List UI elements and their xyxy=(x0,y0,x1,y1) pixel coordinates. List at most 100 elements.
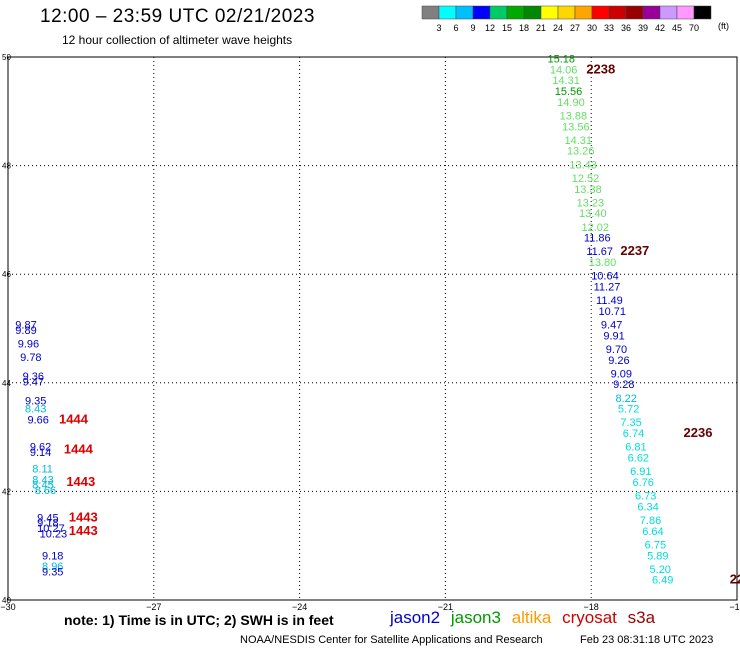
colorbar-tick-label: 18 xyxy=(519,23,529,33)
wave-height-label: 14.31 xyxy=(564,135,592,147)
colorbar-tick-label: 30 xyxy=(587,23,597,33)
satellite-legend: jason2 jason3 altika cryosat s3a xyxy=(390,608,661,628)
wave-height-label: 14.90 xyxy=(557,97,585,109)
wave-height-label: 9.47 xyxy=(601,320,622,332)
colorbar-swatch xyxy=(693,5,712,20)
wave-height-label: 9.89 xyxy=(15,325,36,337)
wave-height-label: 6.62 xyxy=(628,453,649,465)
wave-height-label: 5.72 xyxy=(618,404,639,416)
wave-height-label: 7.86 xyxy=(640,515,661,527)
wave-height-label: 13.40 xyxy=(579,208,607,220)
legend-altika: altika xyxy=(511,608,552,627)
x-tick-label: −27 xyxy=(146,602,161,612)
wave-height-label: 6.81 xyxy=(625,442,646,454)
pass-time-label: 1443 xyxy=(66,474,95,489)
wave-height-label: 6.91 xyxy=(630,466,651,478)
wave-height-label: 11.67 xyxy=(586,246,613,258)
wave-height-label: 8.11 xyxy=(32,463,53,475)
wave-height-label: 9.87 xyxy=(15,320,36,332)
legend-jason2: jason2 xyxy=(390,608,441,627)
wave-height-label: 8.43 xyxy=(32,474,53,486)
legend-s3a: s3a xyxy=(627,608,656,627)
colorbar-tick-label: 6 xyxy=(453,23,458,33)
colorbar-tick-label: 27 xyxy=(570,23,580,33)
pass-time-label: 1443 xyxy=(69,509,98,524)
pass-time-label: 22 xyxy=(730,572,740,587)
y-tick-label: 48 xyxy=(2,162,11,171)
colorbar-tick-label: 70 xyxy=(689,23,699,33)
wave-height-label: 6.49 xyxy=(652,575,673,587)
wave-height-label: 13.38 xyxy=(574,184,602,196)
wave-height-label: 12.52 xyxy=(572,173,600,185)
wave-height-label: 15.56 xyxy=(555,86,583,98)
colorbar-units: (ft) xyxy=(718,21,729,31)
wave-height-label: 13.56 xyxy=(562,121,590,133)
colorbar-tick-label: 45 xyxy=(672,23,682,33)
wave-height-label: 6.34 xyxy=(637,501,658,513)
wave-height-label: 9.91 xyxy=(603,330,624,342)
colorbar-tick-label: 15 xyxy=(502,23,512,33)
wave-height-label: 15.18 xyxy=(547,53,575,65)
pass-time-label: 2238 xyxy=(586,61,615,76)
plot-frame xyxy=(7,56,738,601)
x-tick-label: −15 xyxy=(729,602,740,612)
legend-cryosat: cryosat xyxy=(562,608,617,627)
wave-height-label: 13.88 xyxy=(560,110,588,122)
wave-height-label: 10.64 xyxy=(591,271,619,283)
footer-note: note: 1) Time is in UTC; 2) SWH is in fe… xyxy=(64,612,334,628)
wave-height-label: 6.64 xyxy=(642,526,663,538)
wave-height-label: 6.76 xyxy=(633,477,654,489)
wave-height-label: 10.27 xyxy=(37,523,65,535)
color-scale-bar: 3 6 9 12 15 18 21 24 27 30 33 36 39 42 45 70 xyxy=(421,5,712,33)
wave-height-label: 9.36 xyxy=(23,371,44,383)
x-tick-label: −24 xyxy=(292,602,307,612)
chart-subtitle: 12 hour collection of altimeter wave hei… xyxy=(62,33,293,47)
wave-height-label: 5.89 xyxy=(647,550,668,562)
wave-height-label: 9.35 xyxy=(25,396,46,408)
wave-height-label: 9.18 xyxy=(42,550,63,562)
y-tick-label: 44 xyxy=(2,379,11,388)
colorbar-tick-label: 33 xyxy=(604,23,614,33)
wave-height-label: 6.73 xyxy=(635,491,656,503)
wave-height-label: 7.35 xyxy=(620,417,641,429)
wave-height-label: 13.43 xyxy=(569,159,597,171)
wave-height-label: 6.75 xyxy=(645,539,666,551)
wave-height-label: 8.43 xyxy=(25,404,46,416)
colorbar-tick-label: 12 xyxy=(485,23,495,33)
wave-height-label: 12.02 xyxy=(581,222,609,234)
wave-height-label: 9.47 xyxy=(23,377,44,389)
pass-time-label: 1444 xyxy=(59,412,89,427)
pass-time-label: 2237 xyxy=(620,243,649,258)
wave-height-label: 9.62 xyxy=(30,442,51,454)
wave-height-label: 9.35 xyxy=(42,567,63,579)
wave-height-label: 11.49 xyxy=(596,295,623,307)
wave-height-label: 8.96 xyxy=(42,561,63,573)
x-tick-label: −21 xyxy=(438,602,453,612)
wave-height-label: 13.26 xyxy=(567,146,595,158)
wave-height-label: 9.45 xyxy=(37,512,58,524)
y-tick-label: 42 xyxy=(2,487,11,496)
wave-height-label: 9.66 xyxy=(27,415,48,427)
wave-height-label: 9.70 xyxy=(606,344,627,356)
wave-height-label: 9.78 xyxy=(20,352,41,364)
pass-time-label: 2236 xyxy=(684,425,713,440)
wave-height-label: 11.86 xyxy=(584,233,611,245)
wave-height-label: 9.26 xyxy=(608,355,629,367)
pass-time-label: 1443 xyxy=(69,523,98,538)
wave-height-label: 9.18 xyxy=(37,518,58,530)
wave-height-label: 8.45 xyxy=(32,480,53,492)
colorbar-tick-label: 21 xyxy=(536,23,546,33)
wave-height-label: 14.06 xyxy=(550,64,578,76)
wave-height-label: 14.31 xyxy=(552,75,580,87)
wave-height-label: 13.80 xyxy=(589,257,617,269)
wave-height-label: 9.96 xyxy=(18,339,39,351)
footer-credit: NOAA/NESDIS Center for Satellite Applica… xyxy=(240,634,543,646)
wave-height-label: 11.27 xyxy=(594,281,621,293)
wave-height-label: 10.71 xyxy=(598,306,626,318)
colorbar-tick-label: 36 xyxy=(621,23,631,33)
colorbar-tick-label: 9 xyxy=(470,23,475,33)
wave-height-label: 8.66 xyxy=(35,485,56,497)
wave-height-label: 9.09 xyxy=(611,368,632,380)
x-tick-label: −30 xyxy=(0,602,15,612)
